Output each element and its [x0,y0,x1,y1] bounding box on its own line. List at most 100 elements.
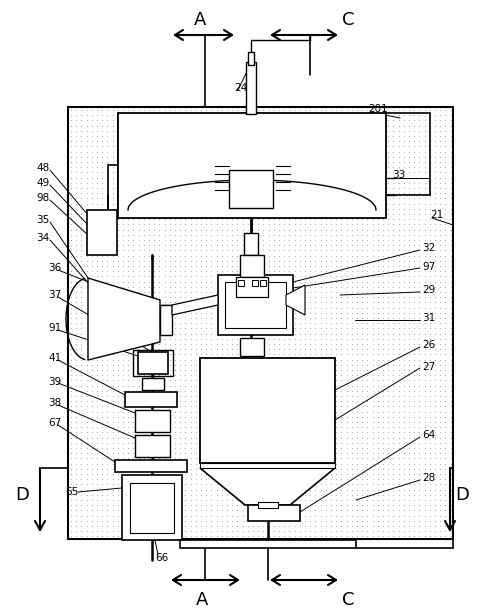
Point [218,516,226,526]
Point [306,157,314,167]
Point [197,438,205,448]
Point [98,376,106,386]
Point [82,199,90,208]
Point [135,427,142,437]
Point [306,271,314,281]
Point [78,188,85,198]
Point [244,214,252,224]
Point [88,323,96,333]
Point [379,224,387,234]
Point [78,443,85,453]
Point [254,319,262,328]
Point [176,516,184,526]
Point [124,178,132,188]
Point [223,402,231,411]
Point [343,287,351,297]
Point [343,381,351,391]
Point [447,490,455,500]
Point [358,453,366,463]
Point [343,137,351,146]
Point [275,121,283,130]
Point [415,137,423,146]
Point [244,365,252,375]
Point [161,199,168,208]
Point [332,110,340,120]
Point [171,220,179,229]
Point [234,230,242,240]
Point [280,355,288,365]
Point [98,266,106,276]
Point [166,220,174,229]
Point [98,349,106,359]
Point [431,344,439,354]
Point [182,521,190,531]
Point [98,162,106,172]
Point [353,370,361,380]
Point [145,282,153,292]
Point [218,204,226,214]
Point [218,245,226,255]
Point [441,480,449,490]
Point [369,240,377,250]
Point [270,292,278,302]
Point [176,427,184,437]
Point [244,152,252,162]
Point [228,376,236,386]
Point [161,183,168,193]
Point [337,381,345,391]
Point [218,261,226,271]
Point [343,282,351,292]
Point [254,261,262,271]
Point [405,417,413,427]
Point [239,510,246,520]
Point [213,183,220,193]
Point [358,152,366,162]
Point [415,480,423,490]
Point [431,261,439,271]
Point [218,448,226,458]
Point [249,157,257,167]
Point [353,313,361,323]
Point [130,209,137,219]
Point [208,121,216,130]
Point [161,459,168,469]
Point [395,485,403,494]
Point [176,240,184,250]
Point [192,500,200,510]
Point [275,110,283,120]
Point [389,110,397,120]
Point [145,105,153,115]
Point [239,521,246,531]
Point [337,194,345,204]
Point [156,448,164,458]
Point [301,323,309,333]
Point [348,214,355,224]
Point [280,381,288,391]
Point [197,240,205,250]
Point [270,365,278,375]
Point [306,360,314,370]
Bar [68,107,453,539]
Point [78,224,85,234]
Point [213,433,220,443]
Point [156,469,164,479]
Point [369,131,377,141]
Point [202,490,210,500]
Point [363,328,371,338]
Point [234,443,242,453]
Point [374,173,382,183]
Point [317,516,325,526]
Point [254,220,262,229]
Point [244,417,252,427]
Point [82,162,90,172]
Text: 28: 28 [422,473,435,483]
Point [182,469,190,479]
Point [244,459,252,469]
Point [306,261,314,271]
Point [301,308,309,318]
Point [124,313,132,323]
Point [124,308,132,318]
Point [166,256,174,266]
Point [150,298,158,308]
Point [124,282,132,292]
